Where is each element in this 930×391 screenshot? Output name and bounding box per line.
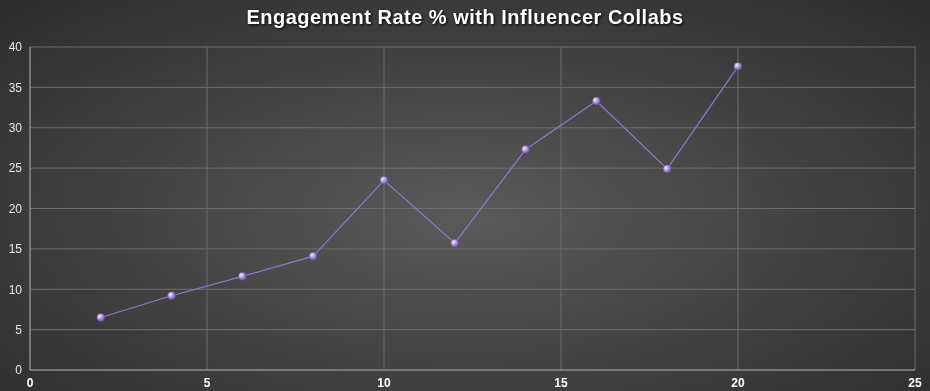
svg-text:0: 0 [27,376,34,390]
html-text:Engagement Rate % with Influen: Engagement Rate % with Influencer Collab… [246,6,684,28]
svg-text:10: 10 [377,376,391,390]
svg-text:0: 0 [15,363,22,377]
svg-text:35: 35 [9,81,23,95]
svg-text:15: 15 [554,376,568,390]
svg-text:25: 25 [9,161,23,175]
svg-text:5: 5 [15,323,22,337]
svg-text:25: 25 [908,376,922,390]
svg-text:5: 5 [204,376,211,390]
svg-text:10: 10 [9,283,23,297]
svg-text:15: 15 [9,242,23,256]
svg-text:40: 40 [9,40,23,54]
svg-text:30: 30 [9,121,23,135]
svg-text:20: 20 [731,376,745,390]
svg-text:20: 20 [9,202,23,216]
